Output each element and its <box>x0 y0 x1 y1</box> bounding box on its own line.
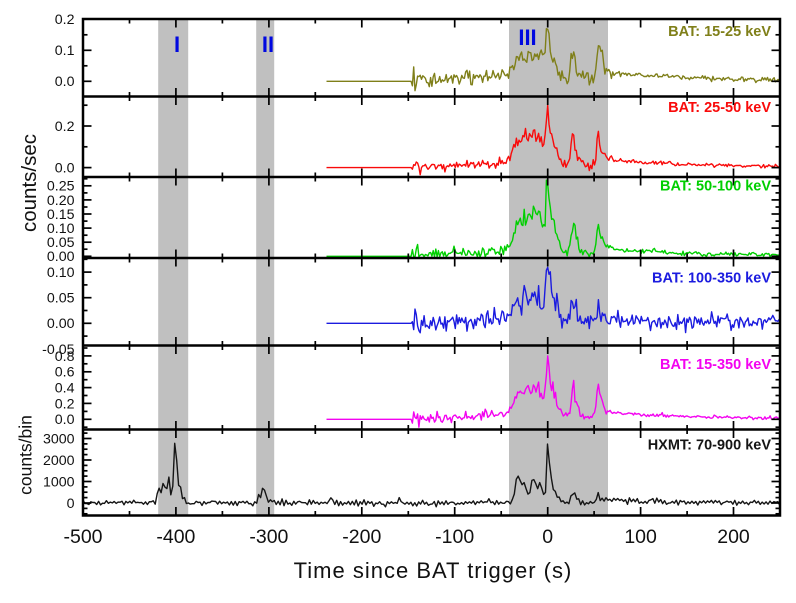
svg-text:-300: -300 <box>249 526 288 548</box>
svg-text:0.0: 0.0 <box>55 74 75 90</box>
svg-text:0.00: 0.00 <box>47 249 75 265</box>
svg-text:0.20: 0.20 <box>47 193 75 209</box>
svg-text:0.25: 0.25 <box>47 179 75 195</box>
svg-text:0.05: 0.05 <box>47 291 75 307</box>
svg-text:III: III <box>518 25 536 50</box>
svg-text:HXMT: 70-900 keV: HXMT: 70-900 keV <box>648 438 772 454</box>
svg-text:0.6: 0.6 <box>55 365 75 381</box>
svg-text:I: I <box>174 32 180 57</box>
svg-text:BAT: 15-350 keV: BAT: 15-350 keV <box>660 357 771 373</box>
svg-text:0.00: 0.00 <box>47 316 75 332</box>
svg-text:0.10: 0.10 <box>47 265 75 281</box>
svg-text:0.8: 0.8 <box>55 349 75 365</box>
svg-text:0: 0 <box>542 526 553 548</box>
svg-text:BAT: 100-350 keV: BAT: 100-350 keV <box>652 271 771 287</box>
svg-text:II: II <box>262 32 274 57</box>
svg-text:0.2: 0.2 <box>55 119 75 135</box>
svg-text:Time since BAT trigger (s): Time since BAT trigger (s) <box>294 558 573 583</box>
svg-text:BAT: 25-50 keV: BAT: 25-50 keV <box>668 100 771 116</box>
svg-text:0.2: 0.2 <box>55 12 75 28</box>
svg-text:-400: -400 <box>156 526 195 548</box>
svg-text:200: 200 <box>717 526 750 548</box>
svg-text:100: 100 <box>624 526 657 548</box>
svg-text:0.0: 0.0 <box>55 412 75 428</box>
svg-text:0: 0 <box>67 496 75 512</box>
svg-text:counts/bin: counts/bin <box>16 415 36 495</box>
svg-text:counts/sec: counts/sec <box>18 134 41 232</box>
svg-text:3000: 3000 <box>43 431 75 447</box>
svg-text:-200: -200 <box>342 526 381 548</box>
svg-text:BAT: 50-100 keV: BAT: 50-100 keV <box>660 179 771 195</box>
svg-text:0.15: 0.15 <box>47 207 75 223</box>
svg-text:0.10: 0.10 <box>47 221 75 237</box>
svg-text:0.05: 0.05 <box>47 235 75 251</box>
svg-text:0.4: 0.4 <box>55 381 75 397</box>
svg-text:1000: 1000 <box>43 474 75 490</box>
svg-text:2000: 2000 <box>43 453 75 469</box>
svg-text:0.0: 0.0 <box>55 161 75 177</box>
svg-text:0.2: 0.2 <box>55 396 75 412</box>
svg-text:-100: -100 <box>435 526 474 548</box>
svg-text:-500: -500 <box>63 526 102 548</box>
svg-text:0.1: 0.1 <box>55 43 75 59</box>
svg-text:BAT: 15-25 keV: BAT: 15-25 keV <box>668 24 771 40</box>
svg-text:-0.05: -0.05 <box>42 342 74 358</box>
